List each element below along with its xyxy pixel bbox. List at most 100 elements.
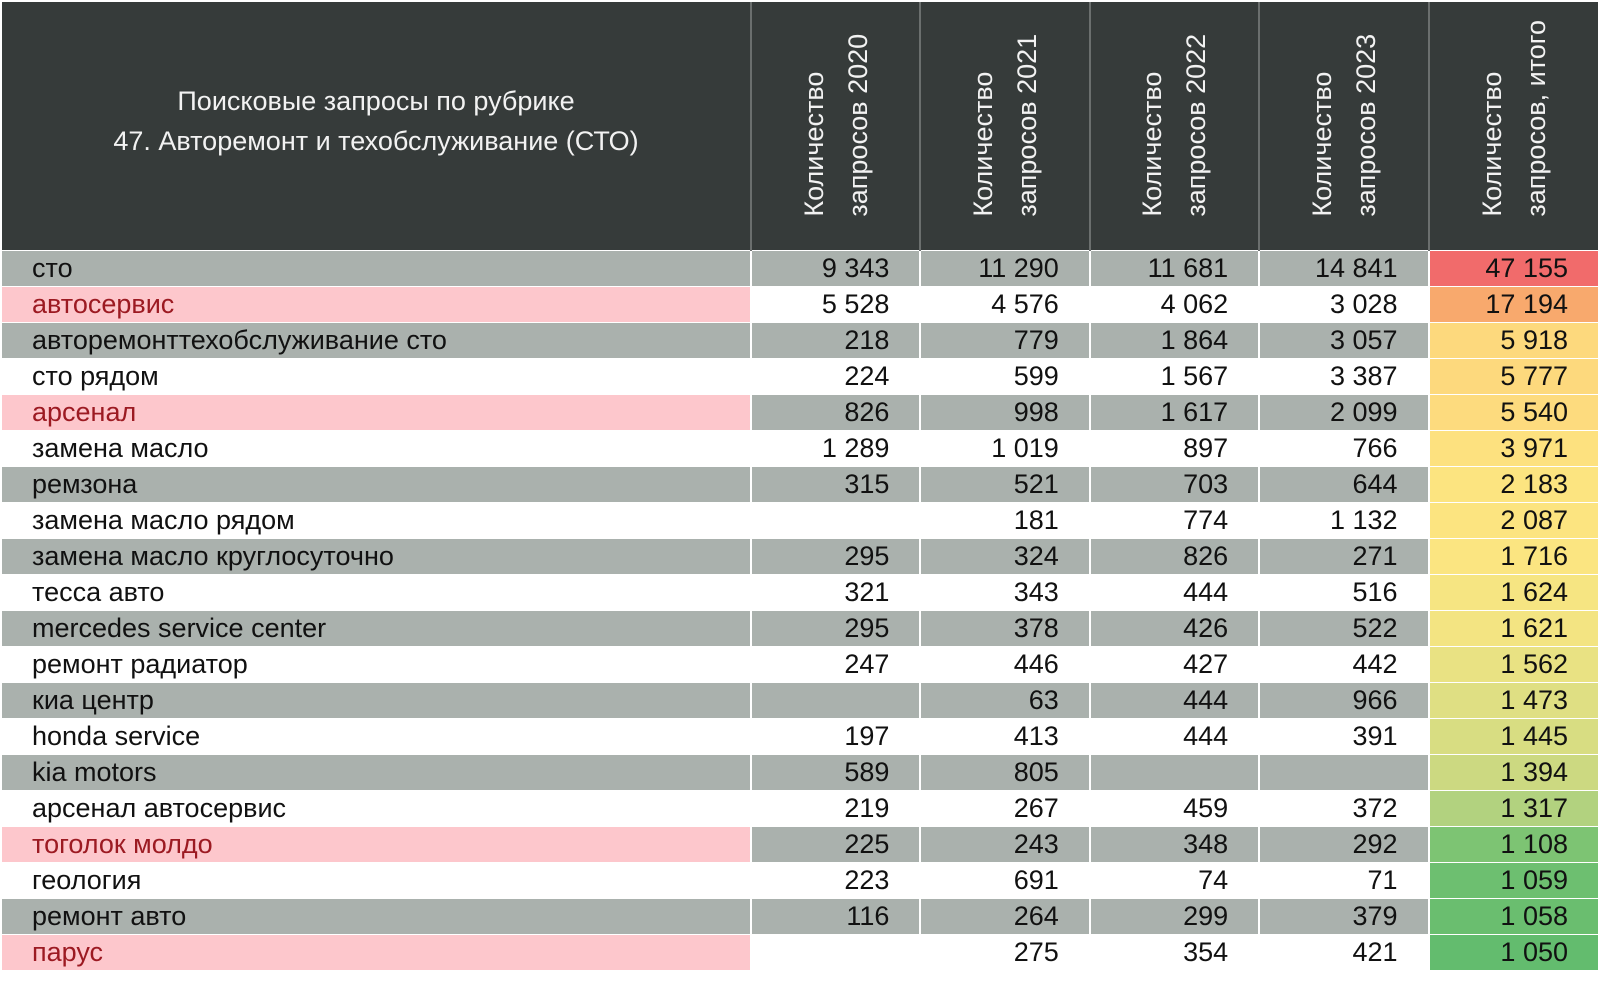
col-label-line1: Количество [798, 71, 829, 217]
count-cell-2023: 3 387 [1259, 358, 1430, 395]
table-row: ремзона 315 521 703 644 2 183 [2, 466, 1598, 503]
query-name-cell: автосервис [2, 286, 753, 323]
col-label-line2: запросов, итого [1520, 19, 1551, 217]
column-header-2022: Количество запросов 2022 [1089, 2, 1261, 251]
table-row: ремонт радиатор 247 446 427 442 1 562 [2, 646, 1598, 683]
table-row: замена масло рядом 181 774 1 132 2 087 [2, 502, 1598, 539]
col-label-line1: Количество [1137, 71, 1168, 217]
query-name-cell: геология [2, 862, 753, 899]
total-cell: 1 050 [1428, 934, 1598, 971]
count-cell-2022: 427 [1089, 646, 1261, 683]
table-row: тесса авто 321 343 444 516 1 624 [2, 574, 1598, 611]
count-cell-2023 [1259, 754, 1430, 791]
table-row: автосервис 5 528 4 576 4 062 3 028 17 194 [2, 286, 1598, 323]
col-label-line2: запросов 2023 [1350, 33, 1381, 217]
count-cell-2020: 5 528 [751, 286, 922, 323]
count-cell-2023: 3 057 [1259, 322, 1430, 359]
column-header-2020: Количество запросов 2020 [751, 2, 922, 251]
count-cell-2023: 1 132 [1259, 502, 1430, 539]
count-cell-2020: 826 [751, 394, 922, 431]
total-cell: 5 777 [1428, 358, 1598, 395]
query-name-cell: honda service [2, 718, 753, 755]
table-row: замена масло круглосуточно 295 324 826 271 1 … [2, 538, 1598, 575]
title-line-1: Поисковые запросы по рубрике [177, 86, 575, 116]
count-cell-2022: 4 062 [1089, 286, 1261, 323]
total-cell: 2 087 [1428, 502, 1598, 539]
count-cell-2022: 348 [1089, 826, 1261, 863]
table-row: авторемонттехобслуживание сто 218 779 1 864… [2, 322, 1598, 359]
count-cell-2021: 324 [920, 538, 1091, 575]
total-cell: 5 918 [1428, 322, 1598, 359]
count-cell-2023: 391 [1259, 718, 1430, 755]
query-name-cell: замена масло рядом [2, 502, 753, 539]
col-label-line2: запросов 2021 [1012, 33, 1043, 217]
table-row: арсенал автосервис 219 267 459 372 1 317 [2, 790, 1598, 827]
count-cell-2022: 444 [1089, 718, 1261, 755]
count-cell-2020: 116 [751, 898, 922, 935]
count-cell-2022: 299 [1089, 898, 1261, 935]
total-cell: 1 624 [1428, 574, 1598, 611]
count-cell-2022: 444 [1089, 682, 1261, 719]
table-row: замена масло 1 289 1 019 897 766 3 971 [2, 430, 1598, 467]
count-cell-2020 [751, 682, 922, 719]
total-cell: 1 108 [1428, 826, 1598, 863]
count-cell-2021: 11 290 [920, 250, 1091, 287]
count-cell-2020 [751, 934, 922, 971]
table-row: honda service 197 413 444 391 1 445 [2, 718, 1598, 755]
count-cell-2023: 522 [1259, 610, 1430, 647]
count-cell-2023: 3 028 [1259, 286, 1430, 323]
count-cell-2023: 644 [1259, 466, 1430, 503]
count-cell-2021: 63 [920, 682, 1091, 719]
col-label-line1: Количество [1306, 71, 1337, 217]
table-row: mercedes service center 295 378 426 522 1 621 [2, 610, 1598, 647]
count-cell-2021: 691 [920, 862, 1091, 899]
count-cell-2021: 599 [920, 358, 1091, 395]
count-cell-2022: 11 681 [1089, 250, 1261, 287]
count-cell-2020: 315 [751, 466, 922, 503]
count-cell-2023: 2 099 [1259, 394, 1430, 431]
count-cell-2020: 224 [751, 358, 922, 395]
count-cell-2023: 421 [1259, 934, 1430, 971]
count-cell-2021: 413 [920, 718, 1091, 755]
query-name-cell: авторемонттехобслуживание сто [2, 322, 753, 359]
count-cell-2020: 295 [751, 538, 922, 575]
count-cell-2021: 1 019 [920, 430, 1091, 467]
table-row: геология 223 691 74 71 1 059 [2, 862, 1598, 899]
count-cell-2021: 275 [920, 934, 1091, 971]
table-row: сто рядом 224 599 1 567 3 387 5 777 [2, 358, 1598, 395]
total-cell: 1 716 [1428, 538, 1598, 575]
table-row: арсенал 826 998 1 617 2 099 5 540 [2, 394, 1598, 431]
col-label-line1: Количество [968, 71, 999, 217]
query-name-cell: ремонт авто [2, 898, 753, 935]
table-title: Поисковые запросы по рубрике 47. Авторем… [2, 2, 753, 251]
table-row: тоголок молдо 225 243 348 292 1 108 [2, 826, 1598, 863]
total-cell: 3 971 [1428, 430, 1598, 467]
query-name-cell: mercedes service center [2, 610, 753, 647]
query-name-cell: сто рядом [2, 358, 753, 395]
table-row: kia motors 589 805 1 394 [2, 754, 1598, 791]
total-cell: 1 473 [1428, 682, 1598, 719]
count-cell-2021: 378 [920, 610, 1091, 647]
total-cell: 1 621 [1428, 610, 1598, 647]
count-cell-2022: 703 [1089, 466, 1261, 503]
count-cell-2020: 295 [751, 610, 922, 647]
count-cell-2023: 966 [1259, 682, 1430, 719]
count-cell-2023: 372 [1259, 790, 1430, 827]
count-cell-2021: 4 576 [920, 286, 1091, 323]
total-cell: 17 194 [1428, 286, 1598, 323]
total-cell: 47 155 [1428, 250, 1598, 287]
count-cell-2020: 218 [751, 322, 922, 359]
count-cell-2021: 779 [920, 322, 1091, 359]
col-label-line2: запросов 2020 [842, 33, 873, 217]
query-name-cell: kia motors [2, 754, 753, 791]
total-cell: 1 058 [1428, 898, 1598, 935]
total-cell: 1 445 [1428, 718, 1598, 755]
count-cell-2021: 181 [920, 502, 1091, 539]
count-cell-2022: 354 [1089, 934, 1261, 971]
count-cell-2021: 243 [920, 826, 1091, 863]
count-cell-2022: 444 [1089, 574, 1261, 611]
query-name-cell: киа центр [2, 682, 753, 719]
count-cell-2020: 219 [751, 790, 922, 827]
count-cell-2020: 321 [751, 574, 922, 611]
